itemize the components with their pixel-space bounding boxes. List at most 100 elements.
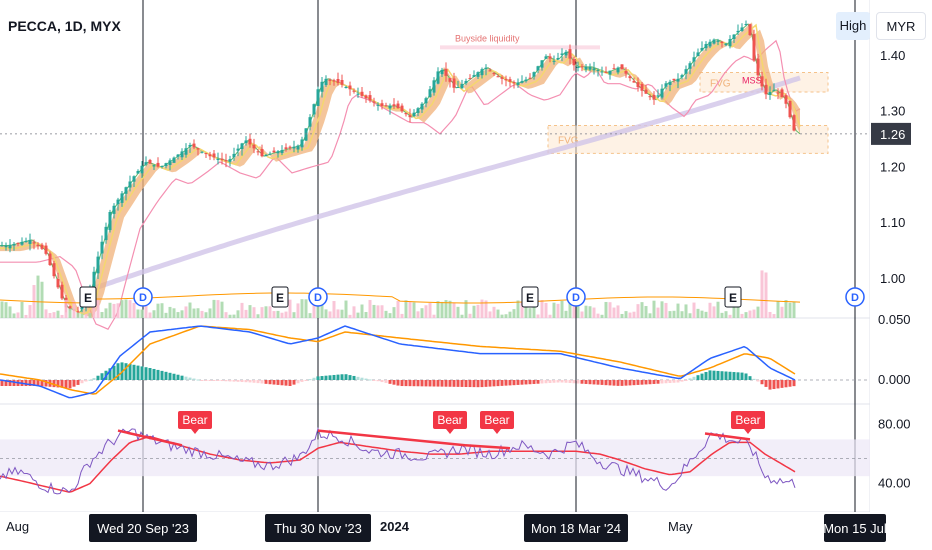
candle-body xyxy=(172,157,176,163)
dividend-marker-label: D xyxy=(572,292,580,304)
macd-histogram-bar xyxy=(704,372,708,380)
candle-body xyxy=(328,79,332,81)
candle-body xyxy=(648,96,652,98)
volume-bar xyxy=(308,313,312,318)
macd-histogram-bar xyxy=(260,380,264,384)
volume-bar xyxy=(320,303,324,318)
candle-body xyxy=(424,98,428,104)
macd-histogram-bar xyxy=(552,380,556,383)
candle-body xyxy=(4,245,8,248)
macd-histogram-bar xyxy=(240,380,244,383)
macd-histogram-bar xyxy=(768,380,772,390)
macd-histogram-bar xyxy=(320,376,324,380)
candle-body xyxy=(132,176,136,182)
candle-body xyxy=(708,41,712,47)
candle-body xyxy=(348,85,352,90)
symbol-title[interactable]: PECCA, 1D, MYX xyxy=(8,18,121,34)
volume-bar xyxy=(448,300,452,318)
macd-pane[interactable] xyxy=(0,325,870,399)
rsi-pane[interactable]: Bear Bear Bear Bear xyxy=(0,411,870,495)
volume-bar xyxy=(108,302,112,318)
candle-body xyxy=(548,56,552,59)
volume-bar xyxy=(344,300,348,318)
candle-body xyxy=(360,91,364,96)
candle-body xyxy=(672,78,676,81)
buyside-liquidity-label: Buyside liquidity xyxy=(455,33,520,43)
volume-bar xyxy=(788,302,792,318)
macd-histogram-bar xyxy=(368,379,372,381)
price-source-button[interactable]: High xyxy=(836,12,870,40)
volume-bar xyxy=(416,311,420,318)
candle-body xyxy=(740,27,744,31)
candle-body xyxy=(292,146,296,149)
volume-bar xyxy=(372,304,376,318)
macd-histogram-bar xyxy=(196,379,200,381)
candle-body xyxy=(184,148,188,155)
macd-histogram-bar xyxy=(404,380,408,387)
volume-bar xyxy=(604,301,608,318)
macd-histogram-bar xyxy=(88,379,92,381)
volume-bar xyxy=(88,313,92,318)
macd-histogram-bar xyxy=(284,380,288,386)
price-axis-bg xyxy=(870,0,932,550)
macd-histogram-bar xyxy=(244,380,248,383)
volume-bar xyxy=(552,302,556,318)
earnings-marker xyxy=(79,286,97,308)
time-axis[interactable]: Aug 2024 May Wed 20 Sep '23 Thu 30 Nov '23 Mo… xyxy=(0,512,887,550)
candle-body xyxy=(588,66,592,70)
macd-histogram-bar xyxy=(24,380,28,386)
candle-body xyxy=(684,69,688,74)
candle-body xyxy=(720,41,724,43)
volume-bar xyxy=(760,270,764,318)
macd-histogram-bar xyxy=(596,380,600,385)
candle-body xyxy=(468,78,472,80)
volume-bar xyxy=(60,314,64,318)
macd-histogram-bar xyxy=(456,380,460,387)
candle-body xyxy=(692,57,696,62)
volume-bar xyxy=(256,314,260,318)
candle-body xyxy=(652,94,656,100)
candle-body xyxy=(460,84,464,89)
macd-histogram-bar xyxy=(544,380,548,384)
candle-body xyxy=(404,112,408,115)
candle-body xyxy=(700,47,704,51)
bear-label-text: Bear xyxy=(484,413,509,427)
candle-body xyxy=(352,90,356,92)
macd-histogram-bar xyxy=(428,380,432,387)
volume-bar xyxy=(408,301,412,318)
macd-histogram-bar xyxy=(44,380,48,387)
currency-button[interactable]: MYR xyxy=(876,12,926,40)
volume-bar xyxy=(380,305,384,318)
volume-bar xyxy=(44,309,48,318)
macd-histogram-bar xyxy=(448,380,452,387)
volume-bar xyxy=(496,309,500,318)
volume-bar xyxy=(8,306,12,318)
volume-bar xyxy=(776,301,780,318)
price-axis[interactable]: 1.40 1.30 1.20 1.10 1.00 1.26 0.050 0.000 80.00 4… xyxy=(870,0,932,550)
volume-bar xyxy=(72,301,76,318)
candle-body xyxy=(316,89,320,106)
volume-bar xyxy=(768,311,772,318)
macd-histogram-bar xyxy=(776,380,780,389)
macd-histogram-bar xyxy=(740,372,744,380)
volume-bar xyxy=(312,304,316,318)
candle-body xyxy=(516,82,520,85)
volume-bar xyxy=(376,305,380,318)
macd-histogram-bar xyxy=(420,380,424,387)
macd-histogram-bar xyxy=(288,380,292,386)
macd-histogram-bar xyxy=(540,380,544,384)
price-pane[interactable]: FVG FVG Buyside liquidity MSS E E E E D D D D xyxy=(0,20,870,330)
candle-body xyxy=(96,256,100,274)
volume-bar xyxy=(276,310,280,318)
candle-body xyxy=(520,81,524,83)
volume-bar xyxy=(752,309,756,318)
macd-histogram-bar xyxy=(724,371,728,380)
volume-bar xyxy=(652,300,656,318)
macd-histogram-bar xyxy=(692,376,696,380)
volume-bar xyxy=(252,307,256,318)
volume-bar xyxy=(136,309,140,318)
volume-bar xyxy=(656,307,660,318)
candle-body xyxy=(204,153,208,155)
volume-bar xyxy=(364,312,368,318)
last-price-badge xyxy=(871,122,911,145)
